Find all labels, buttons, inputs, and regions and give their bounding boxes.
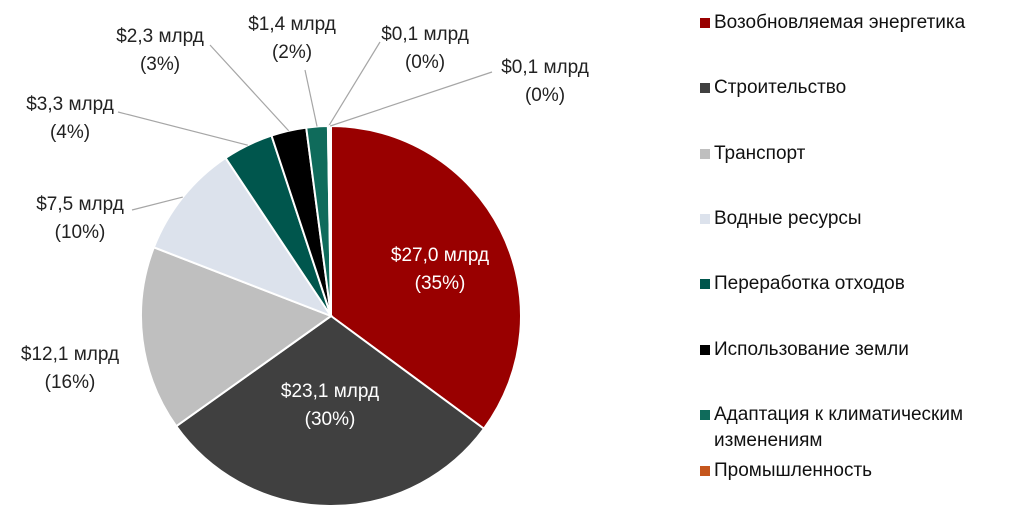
data-label: $0,1 млрд (501, 57, 589, 78)
data-label: (10%) (55, 222, 106, 243)
legend-entry: Использование земли (700, 337, 1030, 363)
legend-swatch (700, 279, 710, 289)
data-label: (4%) (50, 122, 90, 143)
legend-entry: Промышленность (700, 458, 1030, 484)
data-label: $7,5 млрд (36, 194, 124, 215)
leader-line (304, 69, 318, 127)
legend-label: Переработка отходов (714, 273, 905, 294)
data-label: (0%) (525, 85, 565, 106)
legend-swatch (700, 466, 710, 476)
data-label: $23,1 млрд (281, 381, 379, 402)
legend-label: Адаптация к климатическим изменениям (714, 404, 964, 451)
legend-entry: Возобновляемая энергетика (700, 10, 1030, 36)
data-label: $12,1 млрд (21, 344, 119, 365)
data-label: $3,3 млрд (26, 94, 114, 115)
data-label: $0,1 млрд (381, 24, 469, 45)
data-label: $1,4 млрд (248, 14, 336, 35)
legend-label: Использование земли (714, 339, 909, 360)
legend-swatch (700, 410, 710, 420)
legend-entry: Строительство (700, 75, 1030, 101)
data-label: (3%) (140, 54, 180, 75)
legend-swatch (700, 345, 710, 355)
legend-entry: Водные ресурсы (700, 206, 1030, 232)
legend-entry: Транспорт (700, 141, 1030, 167)
data-label: (16%) (45, 372, 96, 393)
legend-entry: Адаптация к климатическим изменениям (700, 402, 1030, 454)
leader-line (328, 41, 381, 127)
data-label: $2,3 млрд (116, 26, 204, 47)
pie-slice (140, 246, 334, 428)
legend-label: Водные ресурсы (714, 208, 862, 229)
leader-line (117, 111, 248, 146)
pie-slice (152, 156, 334, 319)
pie-slice (330, 124, 522, 431)
legend-swatch (700, 214, 710, 224)
data-label: (2%) (272, 42, 312, 63)
legend-swatch (700, 83, 710, 93)
data-label: (35%) (415, 273, 466, 294)
legend-swatch (700, 149, 710, 159)
legend-label: Транспорт (714, 143, 806, 164)
legend-label: Возобновляемая энергетика (714, 12, 966, 33)
data-label: (30%) (305, 409, 356, 430)
leader-line (330, 71, 493, 127)
leader-line (131, 196, 183, 211)
data-label: $27,0 млрд (391, 245, 489, 266)
leader-line (209, 44, 290, 132)
legend-swatch (700, 18, 710, 28)
legend-label: Промышленность (714, 460, 873, 481)
data-label: (0%) (405, 52, 445, 73)
legend-label: Строительство (714, 77, 847, 98)
legend-entry: Переработка отходов (700, 271, 1030, 297)
